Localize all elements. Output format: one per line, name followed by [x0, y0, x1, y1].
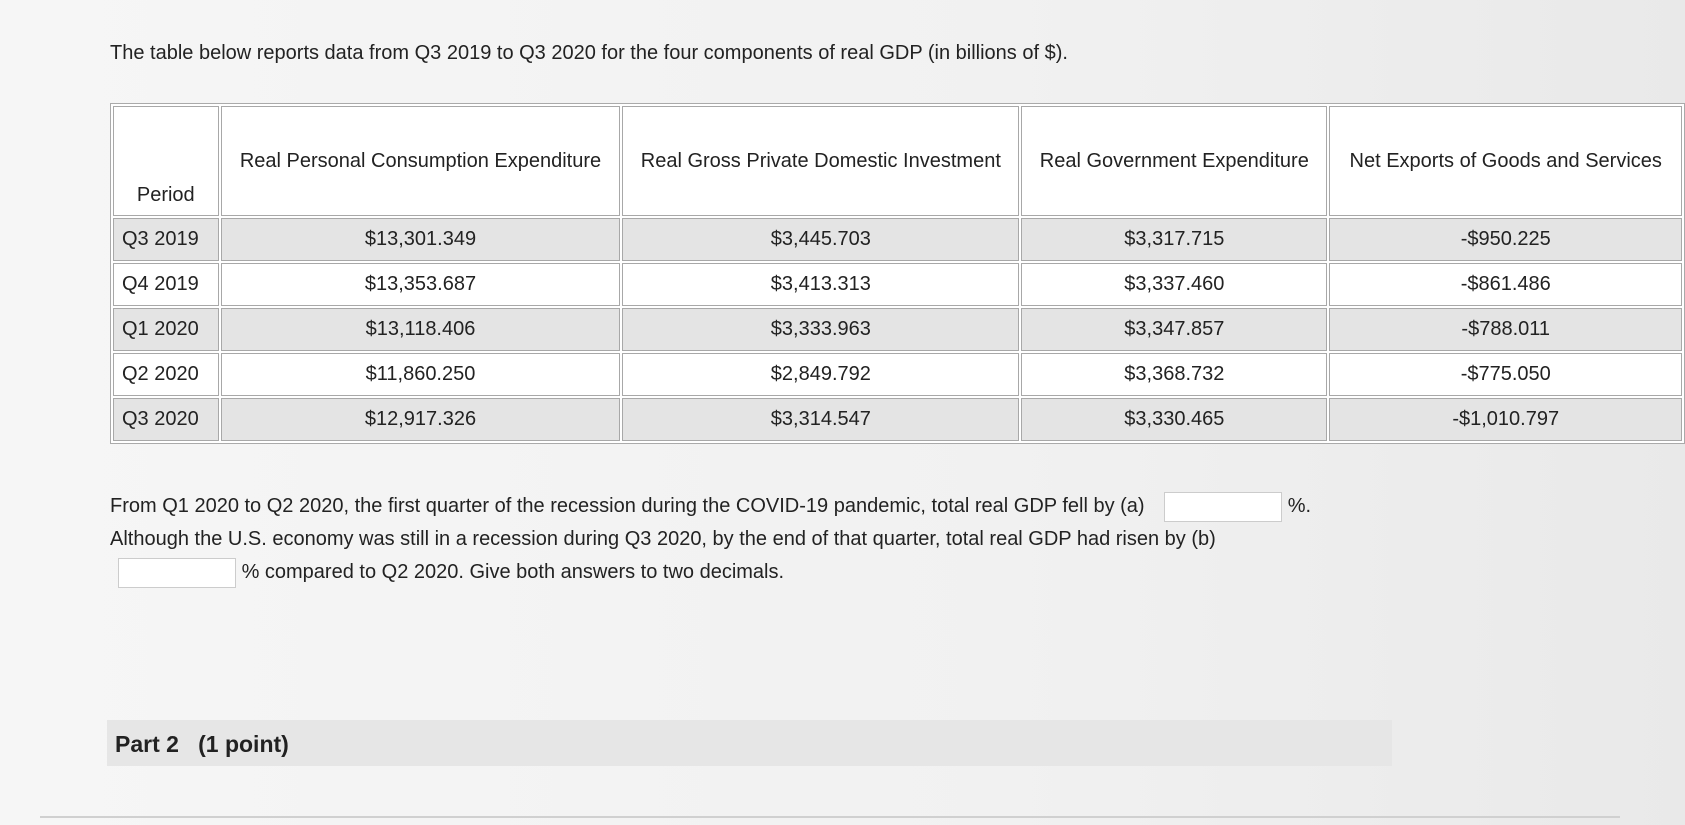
value-cell: -$950.225 — [1329, 218, 1682, 261]
part-bar — [107, 720, 1392, 766]
period-cell: Q3 2019 — [113, 218, 219, 261]
value-cell: $2,849.792 — [622, 353, 1020, 396]
answer-input-b[interactable] — [118, 557, 236, 588]
gdp-table: Period Real Personal Consumption Expendit… — [110, 103, 1685, 444]
part-points: (1 point) — [198, 731, 289, 757]
header-row: Period Real Personal Consumption Expendit… — [113, 106, 1682, 216]
value-cell: -$861.486 — [1329, 263, 1682, 306]
column-header: Period — [113, 106, 219, 216]
question: From Q1 2020 to Q2 2020, the first quart… — [110, 490, 1410, 589]
value-cell: $3,314.547 — [622, 398, 1020, 441]
column-header: Real Gross Private Domestic Investment — [622, 106, 1020, 216]
period-cell: Q1 2020 — [113, 308, 219, 351]
value-cell: $3,445.703 — [622, 218, 1020, 261]
value-cell: $13,301.349 — [220, 218, 621, 261]
table-row: Q4 2019 $13,353.687 $3,413.313 $3,337.460 -$… — [113, 263, 1682, 306]
value-cell: $3,317.715 — [1021, 218, 1328, 261]
column-header: Real Government Expenditure — [1021, 106, 1328, 216]
value-cell: $3,368.732 — [1021, 353, 1328, 396]
table-row: Q3 2020 $12,917.326 $3,314.547 $3,330.465 -$… — [113, 398, 1682, 441]
table-head: Period Real Personal Consumption Expendit… — [113, 106, 1682, 216]
question-text: % compared to Q2 2020. Give both answers… — [241, 561, 785, 583]
value-cell: $11,860.250 — [220, 353, 621, 396]
table-row: Q1 2020 $13,118.406 $3,333.963 $3,347.857 -$… — [113, 308, 1682, 351]
part-title: Part 2 — [115, 731, 179, 757]
divider — [40, 816, 1620, 818]
column-header: Net Exports of Goods and Services — [1329, 106, 1682, 216]
question-text: Although the U.S. economy was still in a… — [110, 528, 1216, 550]
question-text: %. — [1287, 495, 1312, 517]
value-cell: $12,917.326 — [220, 398, 621, 441]
period-cell: Q4 2019 — [113, 263, 219, 306]
value-cell: -$788.011 — [1329, 308, 1682, 351]
value-cell: $3,413.313 — [622, 263, 1020, 306]
value-cell: $3,333.963 — [622, 308, 1020, 351]
table-body: Q3 2019 $13,301.349 $3,445.703 $3,317.715 -$… — [113, 218, 1682, 441]
value-cell: $3,330.465 — [1021, 398, 1328, 441]
value-cell: $13,118.406 — [220, 308, 621, 351]
period-cell: Q3 2020 — [113, 398, 219, 441]
intro-text: The table below reports data from Q3 201… — [110, 42, 1068, 64]
value-cell: -$775.050 — [1329, 353, 1682, 396]
value-cell: -$1,010.797 — [1329, 398, 1682, 441]
question-text: From Q1 2020 to Q2 2020, the first quart… — [110, 495, 1145, 517]
answer-input-a[interactable] — [1164, 491, 1283, 522]
part-heading: Part 2 (1 point) — [115, 731, 289, 758]
period-cell: Q2 2020 — [113, 353, 219, 396]
table-row: Q2 2020 $11,860.250 $2,849.792 $3,368.732 -$… — [113, 353, 1682, 396]
table-row: Q3 2019 $13,301.349 $3,445.703 $3,317.715 -$… — [113, 218, 1682, 261]
column-header: Real Personal Consumption Expenditure — [220, 106, 621, 216]
value-cell: $3,337.460 — [1021, 263, 1328, 306]
value-cell: $13,353.687 — [220, 263, 621, 306]
value-cell: $3,347.857 — [1021, 308, 1328, 351]
